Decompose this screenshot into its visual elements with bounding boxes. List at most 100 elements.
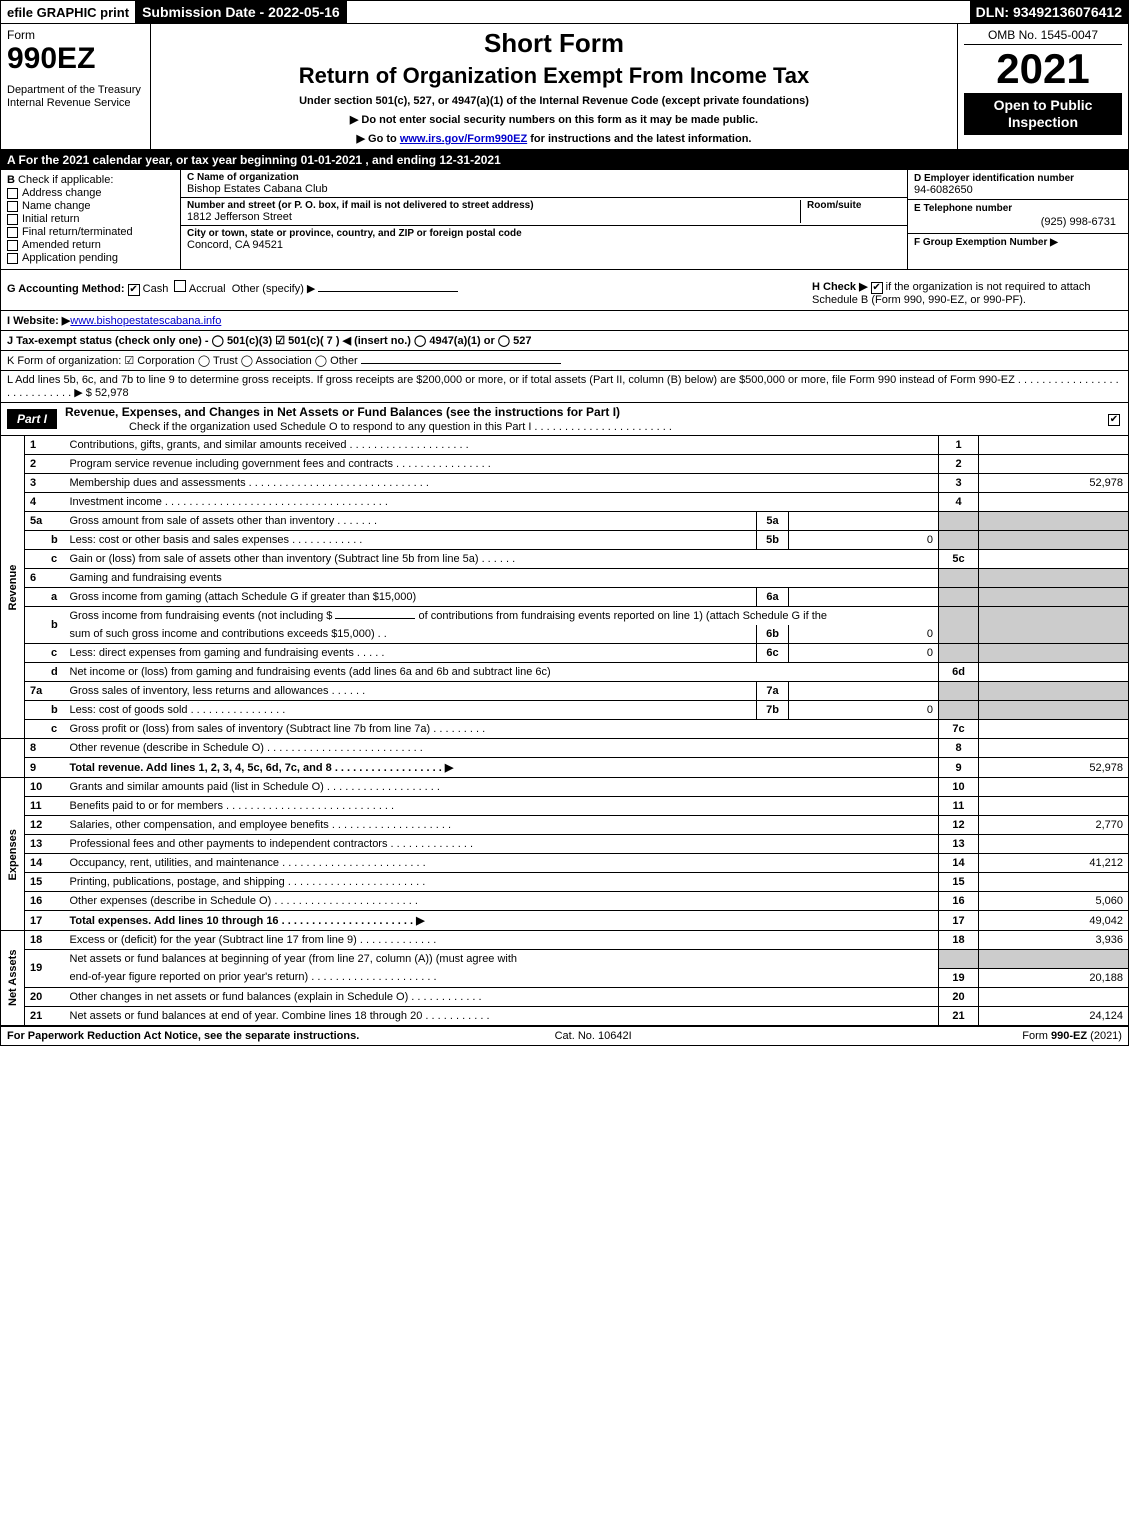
net-assets-side-label: Net Assets	[1, 931, 25, 1025]
row-l: L Add lines 5b, 6c, and 7b to line 9 to …	[0, 371, 1129, 403]
rt-val	[979, 987, 1129, 1006]
rt-shaded	[979, 531, 1129, 550]
sub-val	[789, 682, 939, 701]
line-desc: Other revenue (describe in Schedule O) .…	[65, 739, 939, 758]
line-num: 14	[25, 854, 65, 873]
open-public: Open to Public Inspection	[964, 93, 1122, 135]
rt-num: 17	[939, 911, 979, 931]
rt-num: 21	[939, 1006, 979, 1025]
chk-final-return[interactable]: Final return/terminated	[7, 226, 174, 238]
line-num: 20	[25, 987, 65, 1006]
chk-amended-return[interactable]: Amended return	[7, 239, 174, 251]
org-city: Concord, CA 94521	[187, 239, 901, 251]
chk-name-change[interactable]: Name change	[7, 200, 174, 212]
rt-val: 52,978	[979, 758, 1129, 778]
line-num: c	[25, 644, 65, 663]
footer-right: Form 990-EZ (2021)	[1022, 1030, 1122, 1042]
rt-val	[979, 550, 1129, 569]
rt-val: 41,212	[979, 854, 1129, 873]
rt-num: 3	[939, 474, 979, 493]
rt-shaded	[979, 950, 1129, 969]
i-label: I Website: ▶	[7, 315, 70, 327]
c-city-label: City or town, state or province, country…	[187, 228, 901, 239]
h-schedule-b: H Check ▶ if the organization is not req…	[812, 280, 1122, 306]
instr-nossn: ▶ Do not enter social security numbers o…	[157, 113, 951, 126]
rt-val: 49,042	[979, 911, 1129, 931]
rt-shaded	[979, 701, 1129, 720]
rt-shaded	[979, 569, 1129, 588]
line-num: 17	[25, 911, 65, 931]
line-desc: Net assets or fund balances at end of ye…	[65, 1006, 939, 1025]
goto-link[interactable]: www.irs.gov/Form990EZ	[400, 133, 527, 145]
line-desc: Membership dues and assessments . . . . …	[65, 474, 939, 493]
l6b-1: Gross income from fundraising events (no…	[70, 610, 333, 622]
rt-val: 2,770	[979, 816, 1129, 835]
subtitle-under: Under section 501(c), 527, or 4947(a)(1)…	[157, 95, 951, 107]
line-num: 10	[25, 778, 65, 797]
line-num: 13	[25, 835, 65, 854]
top-bar: efile GRAPHIC print Submission Date - 20…	[0, 0, 1129, 24]
f-label: F Group Exemption Number ▶	[914, 237, 1122, 248]
dept-treasury: Department of the Treasury Internal Reve…	[7, 84, 144, 110]
rt-num: 15	[939, 873, 979, 892]
chk-h[interactable]	[871, 282, 883, 294]
line-desc: Printing, publications, postage, and shi…	[65, 873, 939, 892]
checkbox-icon	[7, 227, 18, 238]
line-num: 18	[25, 931, 65, 950]
revenue-side-label: Revenue	[1, 436, 25, 739]
rt-val: 52,978	[979, 474, 1129, 493]
rt-shaded	[979, 512, 1129, 531]
line-num: c	[25, 550, 65, 569]
c-name-label: C Name of organization	[187, 172, 901, 183]
rt-val	[979, 663, 1129, 682]
col-b: B Check if applicable: Address change Na…	[1, 170, 181, 270]
website-link[interactable]: www.bishopestatescabana.info	[70, 315, 221, 327]
rt-num: 10	[939, 778, 979, 797]
line-desc: Gaming and fundraising events	[65, 569, 939, 588]
rt-num: 12	[939, 816, 979, 835]
chk-part-i[interactable]	[1108, 414, 1120, 426]
line-desc: Less: cost or other basis and sales expe…	[65, 531, 757, 550]
efile-print-button[interactable]: efile GRAPHIC print	[1, 1, 136, 23]
k-text: K Form of organization: ☑ Corporation ◯ …	[7, 355, 358, 367]
line-num: 2	[25, 455, 65, 474]
rt-val: 24,124	[979, 1006, 1129, 1025]
chk-application-pending[interactable]: Application pending	[7, 252, 174, 264]
g-accounting: G Accounting Method: Cash Accrual Other …	[7, 280, 812, 306]
line-num: 15	[25, 873, 65, 892]
sub-num: 6b	[757, 625, 789, 644]
chk-label: Final return/terminated	[22, 226, 133, 238]
chk-address-change[interactable]: Address change	[7, 187, 174, 199]
l-val: 52,978	[95, 387, 129, 399]
checkbox-icon	[7, 188, 18, 199]
rt-shaded	[939, 588, 979, 607]
line-desc: Gross income from gaming (attach Schedul…	[65, 588, 757, 607]
chk-initial-return[interactable]: Initial return	[7, 213, 174, 225]
net-assets-table: Net Assets 18 Excess or (deficit) for th…	[0, 931, 1129, 1026]
j-text: J Tax-exempt status (check only one) - ◯…	[7, 335, 532, 347]
rt-num: 2	[939, 455, 979, 474]
room-label: Room/suite	[807, 200, 901, 211]
sub-num: 7b	[757, 701, 789, 720]
part-i-title: Revenue, Expenses, and Changes in Net As…	[59, 403, 1108, 421]
goto-post: for instructions and the latest informat…	[527, 133, 751, 145]
g-label: G Accounting Method:	[7, 283, 125, 295]
part-i-label: Part I	[7, 409, 57, 429]
row-j: J Tax-exempt status (check only one) - ◯…	[0, 331, 1129, 351]
rt-shaded	[979, 682, 1129, 701]
line-desc: Grants and similar amounts paid (list in…	[65, 778, 939, 797]
instr-goto: ▶ Go to www.irs.gov/Form990EZ for instru…	[157, 132, 951, 145]
rt-shaded	[979, 588, 1129, 607]
line-desc: Gross amount from sale of assets other t…	[65, 512, 757, 531]
row-gh: G Accounting Method: Cash Accrual Other …	[0, 270, 1129, 311]
b-check: Check if applicable:	[18, 174, 113, 186]
rt-shaded	[939, 531, 979, 550]
chk-cash[interactable]	[128, 284, 140, 296]
chk-accrual[interactable]	[174, 280, 186, 292]
line-num: 8	[25, 739, 65, 758]
part-i-header: Part I Revenue, Expenses, and Changes in…	[0, 403, 1129, 436]
checkbox-icon	[7, 201, 18, 212]
sub-num: 5a	[757, 512, 789, 531]
rt-num: 16	[939, 892, 979, 911]
g-other-blank	[318, 291, 458, 292]
